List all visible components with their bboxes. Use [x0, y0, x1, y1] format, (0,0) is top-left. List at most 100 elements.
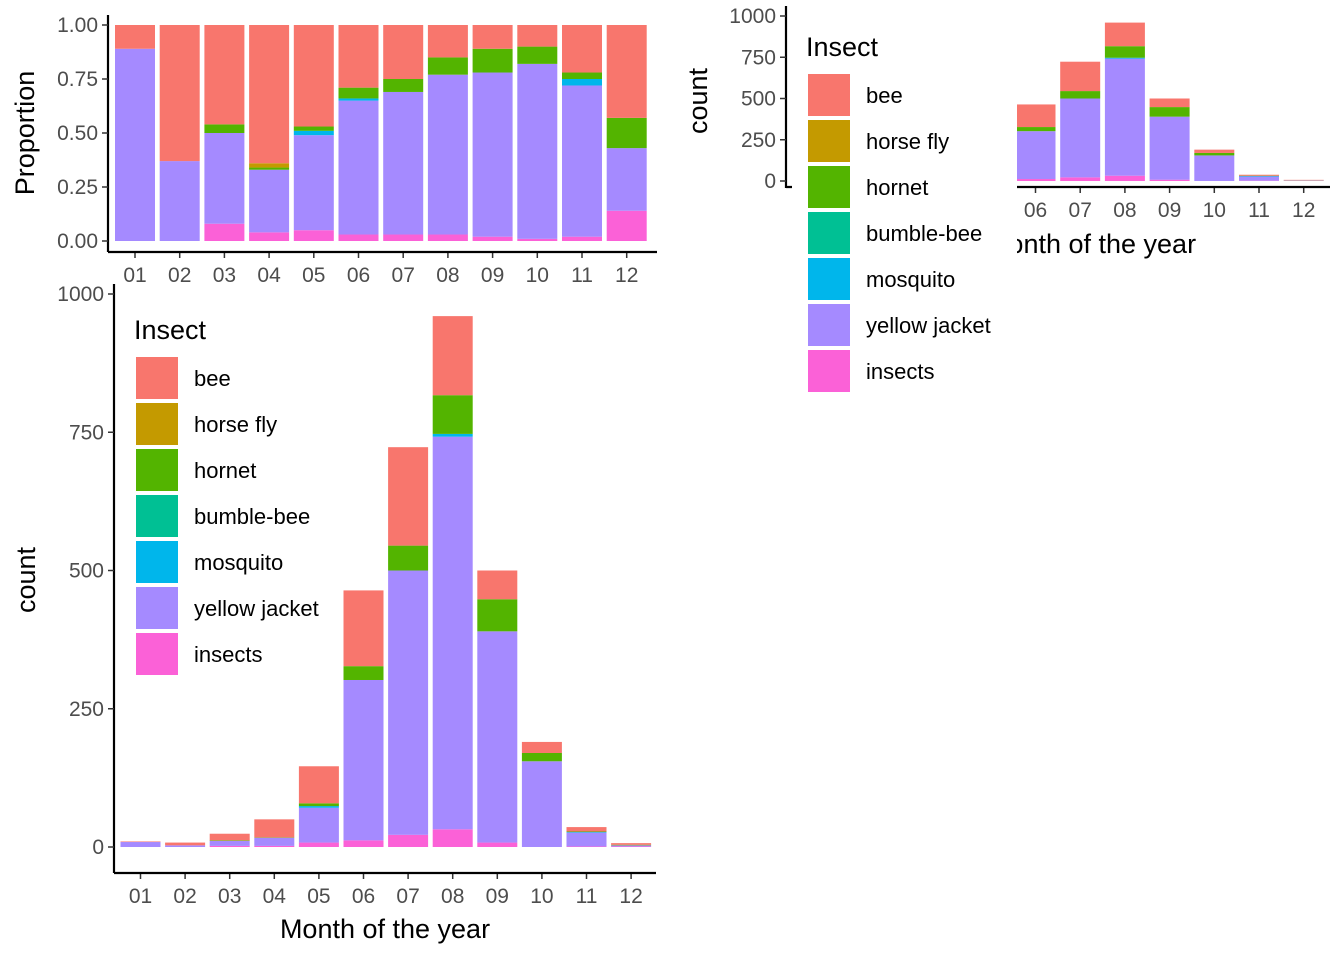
bar-segment-bee — [1104, 22, 1145, 47]
bar-segment-bee — [562, 25, 602, 73]
bar-segment-bee — [383, 25, 424, 79]
x-tick-label: 11 — [576, 885, 598, 908]
legend-key-horse-fly — [136, 403, 178, 445]
legend-key-insects — [136, 633, 178, 675]
bar-segment-bee — [1060, 61, 1101, 92]
bar-segment-insects — [611, 846, 652, 847]
y-tick-label: 250 — [741, 129, 776, 152]
bar-segment-yellow-jacket — [432, 436, 473, 830]
count-inset-panel: 0 250 500 750 1000 06 07 08 09 10 11 12 Month of the… — [683, 5, 1330, 400]
bar-segment-insects — [1104, 175, 1145, 181]
y-axis-title: count — [683, 67, 713, 134]
x-tick-label: 10 — [526, 264, 549, 287]
x-tick-label: 08 — [436, 264, 459, 287]
y-axis-title: count — [11, 546, 41, 613]
bar-segment-mosquito — [432, 433, 473, 437]
bar-segment-yellow-jacket — [383, 91, 424, 235]
bar-segment-yellow-jacket — [562, 85, 602, 237]
legend-label-hornet: hornet — [194, 458, 256, 483]
y-tick-label: 750 — [69, 421, 104, 444]
legend-label-bee: bee — [866, 83, 903, 108]
bar-segment-insects — [517, 238, 558, 241]
bar-segment-yellow-jacket — [1239, 176, 1279, 181]
bar-segment-yellow-jacket — [338, 100, 379, 235]
bar-segment-hornet — [566, 831, 607, 833]
bar-segment-bee — [1149, 98, 1190, 108]
bar-segment-yellow-jacket — [1149, 116, 1190, 180]
x-tick-label: 09 — [486, 885, 509, 908]
bar-segment-bee — [1194, 149, 1235, 153]
x-axis-title: Month of the year — [986, 229, 1196, 259]
bar-segment-yellow-jacket — [472, 72, 513, 237]
bar-segment-yellow-jacket — [1060, 98, 1101, 178]
y-tick-label: 1000 — [729, 5, 776, 28]
x-tick-label: 09 — [1158, 199, 1181, 222]
bar-segment-yellow-jacket — [521, 761, 562, 847]
x-tick-label: 06 — [352, 885, 375, 908]
bar-segment-hornet — [1194, 152, 1235, 156]
bar-segment-insects — [383, 234, 424, 241]
bar-segment-mosquito — [566, 832, 607, 833]
legend-label-horse-fly: horse fly — [194, 412, 277, 437]
bar-segment-insects — [427, 234, 468, 241]
bar-segment-hornet — [562, 72, 602, 79]
bar-segment-hornet — [204, 124, 245, 133]
bar-segment-bee — [472, 25, 513, 49]
bar-segment-yellow-jacket — [120, 842, 161, 847]
bar-segment-bee — [209, 833, 250, 841]
x-axis-title: Month of the year — [280, 914, 490, 944]
bar-segment-bee — [388, 447, 429, 546]
legend-label-mosquito: mosquito — [194, 550, 283, 575]
x-tick-label: 08 — [1113, 199, 1136, 222]
bar-segment-yellow-jacket — [566, 832, 607, 847]
count-main-panel: 0 250 500 750 1000 01 02 03 04 05 06 07 08 09 10 11 12 Mo… — [11, 283, 656, 944]
bar-segment-insects — [1015, 179, 1056, 181]
bar-segment-hornet — [611, 844, 652, 846]
x-tick-label: 05 — [302, 264, 325, 287]
bar-segment-insects — [343, 840, 384, 847]
bar-segment-bee — [120, 841, 161, 843]
bar-segment-yellow-jacket — [606, 148, 647, 211]
bar-segment-yellow-jacket — [1015, 131, 1056, 180]
bar-segment-mosquito — [338, 98, 379, 101]
bar-segment-horse-fly — [249, 163, 290, 168]
bar-segment-hornet — [1015, 127, 1056, 132]
bar-segment-insects — [209, 845, 250, 847]
bar-segment-insects — [254, 845, 295, 847]
x-tick-label: 03 — [213, 264, 236, 287]
bar-segment-yellow-jacket — [388, 570, 429, 835]
bar-segment-mosquito — [1104, 57, 1145, 59]
x-tick-label: 02 — [168, 264, 191, 287]
bar-segment-insects — [432, 829, 473, 847]
bar-segment-horse-fly — [254, 837, 295, 838]
legend-label-yellow-jacket: yellow jacket — [194, 596, 319, 621]
bar-segment-bee — [298, 766, 339, 804]
bar-segment-bee — [427, 25, 468, 58]
x-tick-label: 12 — [619, 885, 642, 908]
bar-segment-hornet — [383, 79, 424, 92]
bar-segment-hornet — [1149, 107, 1190, 117]
legend-key-yellow-jacket — [136, 587, 178, 629]
bar-segment-yellow-jacket — [427, 74, 468, 235]
x-tick-label: 07 — [1069, 199, 1092, 222]
bar-segment-insects — [298, 842, 339, 847]
bar-segment-hornet — [1060, 91, 1101, 99]
bar-segment-bee — [517, 25, 558, 47]
bar-segment-hornet — [472, 48, 513, 73]
bar-segment-mosquito — [298, 806, 339, 808]
bar-segment-bee — [159, 25, 200, 162]
bar-segment-yellow-jacket — [477, 631, 518, 843]
y-tick-label: 1000 — [57, 283, 104, 306]
legend-key-bee — [136, 357, 178, 399]
legend-label-hornet: hornet — [866, 175, 928, 200]
bar-segment-hornet — [209, 840, 250, 841]
bar-segment-bee — [1015, 104, 1056, 128]
bar-segment-insects — [388, 834, 429, 847]
x-tick-label: 07 — [392, 264, 415, 287]
bar-segment-yellow-jacket — [159, 161, 200, 241]
bar-segment-bee — [343, 590, 384, 667]
x-tick-label: 04 — [263, 885, 287, 908]
legend-label-insects: insects — [866, 359, 934, 384]
bar-segment-hornet — [343, 666, 384, 680]
